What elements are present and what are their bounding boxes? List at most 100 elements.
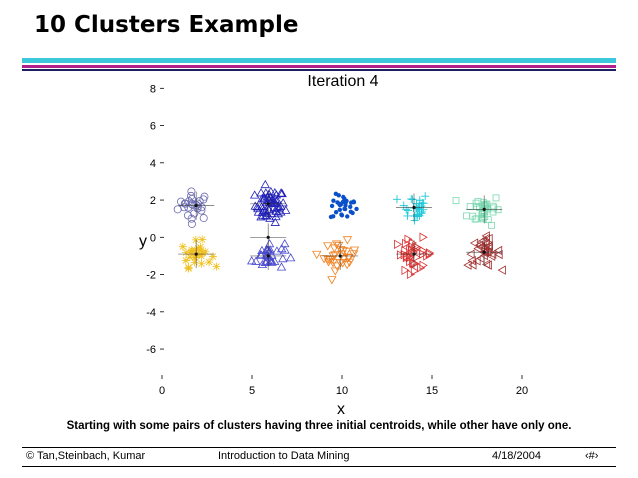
data-point — [403, 211, 412, 220]
cluster-1 — [173, 187, 209, 228]
data-point — [264, 189, 274, 199]
data-point — [410, 211, 419, 220]
data-point — [280, 245, 290, 254]
data-point — [466, 249, 475, 259]
data-point — [201, 247, 210, 256]
centroid-marker — [178, 240, 215, 269]
data-point — [187, 246, 196, 255]
data-point — [199, 214, 208, 223]
y-tick-label: 4 — [150, 158, 156, 170]
data-point — [452, 197, 460, 204]
data-point — [469, 238, 479, 248]
y-tick-label: -4 — [146, 307, 156, 319]
data-point — [415, 199, 424, 208]
slide-footer: © Tan,Steinbach, Kumar Introduction to D… — [22, 447, 616, 467]
data-point — [199, 195, 208, 204]
data-point — [327, 276, 337, 285]
data-point — [481, 201, 489, 208]
data-point — [264, 246, 275, 255]
centroid-marker — [178, 191, 215, 220]
data-point — [487, 251, 496, 261]
data-point — [262, 211, 272, 220]
data-point — [262, 208, 272, 217]
data-point — [343, 203, 348, 208]
data-point — [494, 206, 502, 214]
data-point — [419, 232, 428, 242]
data-point — [194, 245, 203, 254]
data-point — [344, 254, 354, 263]
data-point — [193, 202, 202, 211]
data-point — [267, 257, 277, 266]
data-point — [276, 188, 286, 197]
data-point — [257, 259, 268, 269]
data-point — [278, 254, 288, 263]
data-point — [190, 258, 199, 267]
data-point — [411, 258, 420, 269]
data-point — [410, 266, 420, 276]
data-point — [331, 240, 342, 249]
data-point — [187, 191, 196, 200]
chart-centroids — [178, 189, 503, 270]
data-point — [488, 221, 495, 229]
data-point — [329, 244, 340, 253]
centroid-marker — [396, 193, 432, 222]
data-point — [329, 203, 335, 209]
footer-page-number: ‹#› — [585, 450, 599, 462]
data-point — [406, 252, 415, 262]
centroid-marker — [466, 238, 503, 267]
data-point — [472, 256, 481, 266]
y-tick-label: 8 — [150, 83, 156, 95]
data-point — [333, 191, 339, 197]
data-point — [489, 208, 497, 216]
data-point — [348, 204, 353, 209]
y-tick-label: 0 — [150, 232, 156, 244]
data-point — [270, 217, 280, 226]
data-point — [264, 239, 275, 248]
data-point — [184, 203, 193, 212]
data-point — [333, 209, 339, 215]
data-point — [261, 188, 271, 197]
data-point — [331, 198, 336, 203]
centroid-marker — [466, 195, 503, 224]
data-point — [256, 250, 267, 259]
title-rule-magenta — [22, 65, 616, 68]
data-point — [419, 199, 428, 208]
data-point — [399, 201, 408, 210]
data-point — [323, 242, 333, 251]
data-point — [187, 187, 196, 196]
data-point — [177, 197, 186, 206]
data-point — [253, 207, 264, 216]
data-point — [330, 251, 340, 260]
data-point — [277, 244, 287, 253]
data-point — [481, 213, 489, 221]
data-point — [184, 264, 193, 273]
data-point — [343, 253, 353, 262]
data-point — [249, 190, 260, 199]
data-point — [198, 248, 207, 257]
data-point — [406, 269, 416, 279]
data-point — [466, 203, 474, 210]
data-point — [421, 192, 430, 201]
x-tick-label: 15 — [426, 385, 438, 397]
data-point — [479, 215, 487, 223]
data-point — [250, 201, 260, 210]
cluster-3 — [328, 191, 359, 220]
data-point — [274, 203, 284, 213]
cluster-7 — [247, 238, 296, 271]
cluster-5 — [452, 194, 502, 229]
data-point — [350, 210, 355, 216]
data-point — [404, 234, 413, 244]
data-point — [467, 255, 476, 266]
data-point — [345, 214, 350, 219]
centroid-marker — [250, 189, 287, 218]
data-point — [331, 214, 336, 219]
x-axis-label: x — [337, 401, 345, 418]
data-point — [312, 250, 322, 260]
cluster-9 — [394, 232, 435, 279]
data-point — [256, 202, 267, 211]
data-point — [187, 219, 196, 228]
data-point — [191, 253, 200, 262]
data-point — [484, 233, 493, 244]
data-point — [342, 261, 352, 270]
data-point — [274, 201, 284, 210]
